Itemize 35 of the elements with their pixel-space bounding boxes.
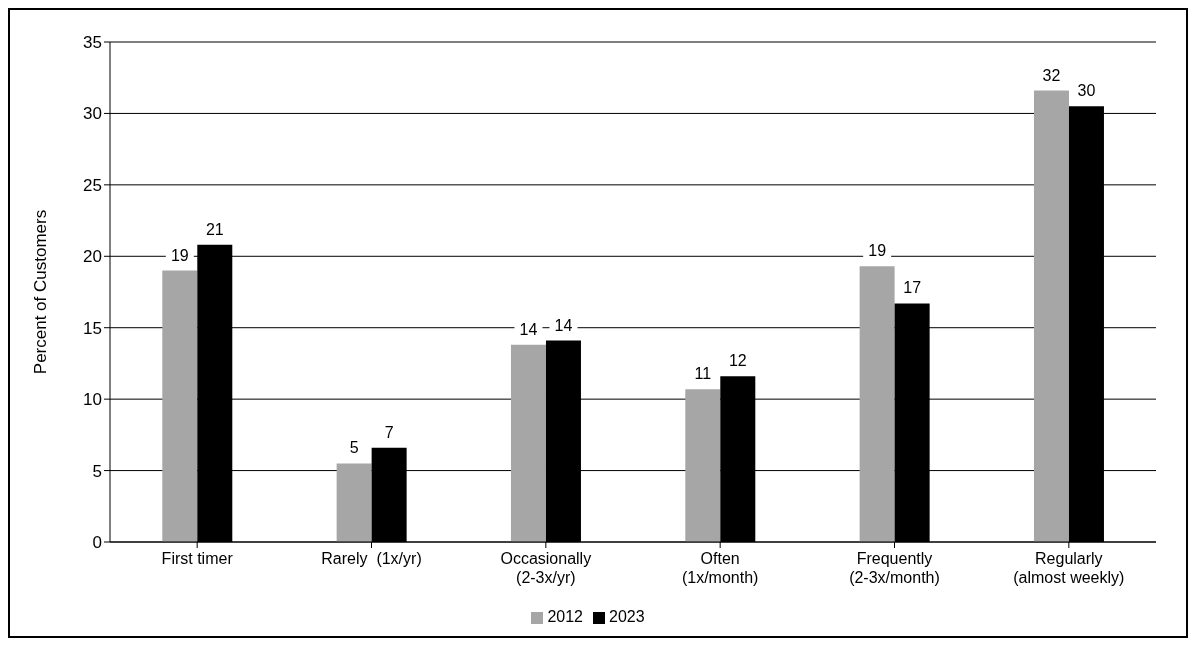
bar — [1033, 90, 1069, 542]
legend-label: 2012 — [547, 608, 583, 625]
data-label: 19 — [868, 242, 887, 260]
y-tick-label: 15 — [83, 318, 102, 338]
bar — [685, 389, 721, 542]
data-label: 32 — [1042, 66, 1061, 84]
data-label: 14 — [554, 316, 573, 334]
y-tick-label: 35 — [83, 33, 102, 53]
data-label: 14 — [519, 320, 538, 338]
y-tick-label: 5 — [92, 461, 102, 481]
y-tick-label: 20 — [83, 247, 102, 267]
data-label: 5 — [349, 439, 359, 457]
data-label: 12 — [728, 352, 747, 370]
bar — [162, 270, 198, 542]
y-tick-label: 25 — [83, 175, 102, 195]
bar — [336, 463, 372, 542]
y-tick-label: 10 — [83, 390, 102, 410]
y-tick-label: 0 — [92, 533, 102, 553]
x-tick-label: Often (1x/month) — [681, 550, 759, 586]
y-axis-title: Percent of Customers — [31, 209, 51, 375]
y-tick-label: 30 — [83, 104, 102, 124]
data-label: 7 — [384, 423, 394, 441]
data-label: 21 — [205, 220, 224, 238]
legend-label: 2023 — [609, 608, 645, 625]
x-tick-label: First timer — [161, 550, 234, 567]
bar — [510, 344, 546, 542]
x-tick-label: Regularly (almost weekly) — [1013, 550, 1125, 586]
x-tick-label: Rarely (1x/yr) — [321, 550, 422, 567]
data-label: 17 — [903, 279, 922, 297]
x-tick-label: Frequently (2-3x/month) — [849, 550, 940, 586]
data-label: 30 — [1077, 82, 1096, 100]
data-label: 11 — [694, 365, 712, 383]
data-label: 19 — [170, 246, 189, 264]
bar — [859, 266, 895, 542]
x-tick-label: Occasionally (2-3x/yr) — [500, 550, 592, 586]
